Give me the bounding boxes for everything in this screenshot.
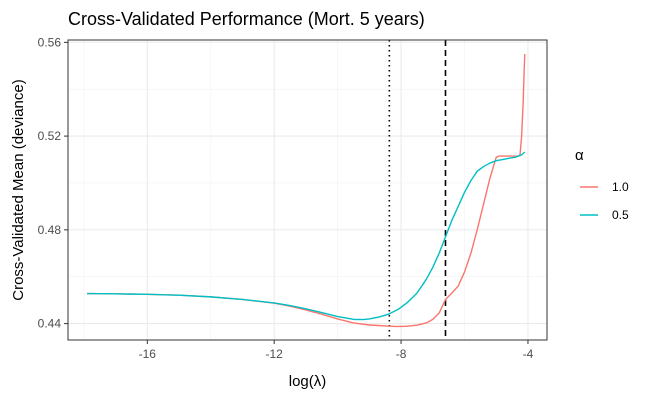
series-lines: [87, 54, 526, 328]
x-tick-label: -12: [266, 347, 284, 361]
grid-lines: [68, 40, 547, 340]
y-tick-label: 0.44: [38, 317, 62, 331]
legend-label: 0.5: [612, 208, 629, 222]
y-tick-label: 0.48: [38, 223, 62, 237]
chart-title: Cross-Validated Performance (Mort. 5 yea…: [68, 9, 425, 29]
legend-title: α: [575, 147, 584, 164]
legend-label: 1.0: [612, 180, 629, 194]
y-tick-label: 0.56: [38, 35, 62, 49]
x-tick-label: -8: [396, 347, 407, 361]
plot-panel: [67, 39, 548, 341]
series-line-alpha-0-5: [87, 151, 526, 321]
x-tick-label: -16: [139, 347, 157, 361]
reference-lines: [388, 40, 447, 340]
y-axis-title: Cross-Validated Mean (deviance): [10, 79, 27, 301]
y-tick-label: 0.52: [38, 129, 62, 143]
x-axis-title: log(λ): [289, 373, 327, 390]
x-axis-ticks: -16 -12 -8 -4: [139, 340, 534, 361]
y-axis-ticks: 0.44 0.48 0.52 0.56: [38, 35, 68, 331]
panel-border: [67, 39, 548, 341]
legend: α 1.0 0.5: [575, 147, 629, 222]
panel-background: [68, 40, 547, 340]
x-tick-label: -4: [523, 347, 534, 361]
legend-items: 1.0 0.5: [580, 180, 629, 222]
